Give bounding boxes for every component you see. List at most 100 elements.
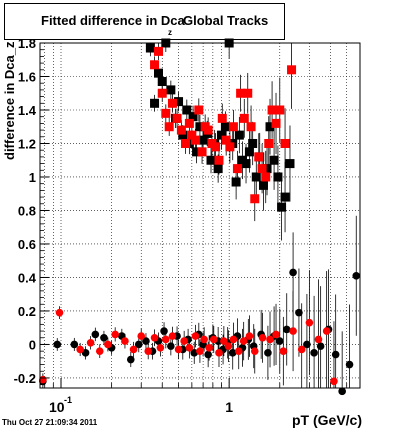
data-point-square	[206, 155, 216, 165]
y-tick-label: 1.8	[18, 36, 36, 51]
data-point-square	[214, 155, 224, 165]
data-point-square	[228, 122, 238, 132]
data-point-square	[184, 118, 194, 128]
data-point-circle	[330, 377, 338, 386]
data-point-square	[221, 135, 231, 145]
data-point-square	[267, 105, 277, 115]
data-point-circle	[220, 337, 228, 345]
y-axis-label: difference in Dca_z	[2, 41, 17, 161]
data-point-circle	[156, 344, 165, 352]
data-point-circle	[126, 355, 135, 364]
data-point-circle	[191, 332, 200, 340]
data-point-square	[161, 108, 171, 118]
data-point-circle	[239, 337, 248, 345]
data-point-square	[271, 118, 281, 128]
data-point-circle	[258, 333, 267, 342]
data-point-circle	[228, 349, 237, 357]
y-tick-label: 1	[29, 170, 36, 185]
data-point-square	[150, 98, 160, 108]
data-point-circle	[167, 342, 175, 350]
data-point-square	[174, 97, 184, 107]
data-point-circle	[205, 344, 213, 352]
data-point-circle	[150, 333, 159, 342]
data-point-square	[231, 177, 241, 187]
data-point-square	[273, 172, 283, 182]
y-tick-label: -0.2	[14, 371, 36, 386]
data-point-square	[203, 125, 213, 135]
data-point-circle	[215, 349, 223, 357]
data-point-square	[225, 142, 235, 152]
data-point-circle	[229, 335, 238, 344]
data-point-square	[280, 192, 290, 202]
data-point-circle	[316, 342, 325, 350]
data-point-circle	[104, 340, 112, 349]
data-point-square	[258, 180, 268, 190]
data-point-square	[232, 164, 242, 174]
data-point-circle	[55, 308, 64, 317]
data-point-circle	[137, 332, 146, 340]
data-point-square	[194, 105, 204, 115]
data-point-square	[248, 138, 258, 148]
y-tick-label: 0.6	[18, 237, 36, 252]
data-point-square	[269, 155, 279, 165]
chart-title-subscript: z	[168, 28, 172, 37]
data-point-square	[241, 159, 251, 169]
data-point-circle	[209, 335, 218, 344]
data-point-circle	[142, 337, 150, 345]
data-point-circle	[295, 308, 303, 317]
chart-title: Fitted difference in Dca	[41, 13, 185, 28]
data-point-circle	[204, 350, 212, 359]
data-point-square	[153, 46, 163, 56]
y-tick-label: 1.4	[18, 103, 37, 118]
data-point-circle	[53, 340, 62, 349]
data-point-square	[176, 125, 186, 135]
data-point-square	[195, 122, 205, 132]
data-point-square	[190, 135, 200, 145]
data-point-square	[157, 88, 167, 98]
timestamp: Thu Oct 27 21:09:34 2011	[2, 418, 98, 427]
data-point-circle	[200, 335, 208, 344]
data-point-square	[220, 122, 230, 132]
data-point-square	[243, 88, 253, 98]
data-point-circle	[160, 327, 168, 335]
data-point-circle	[250, 347, 259, 355]
y-tick-label: 0	[29, 337, 36, 352]
data-point-square	[198, 135, 208, 145]
data-point-square	[172, 113, 182, 123]
data-point-circle	[345, 360, 354, 369]
data-point-circle	[314, 335, 323, 344]
data-point-square	[197, 147, 207, 157]
data-point-square	[254, 152, 264, 162]
data-point-square	[239, 113, 249, 123]
data-point-square	[145, 43, 155, 53]
data-point-square	[261, 172, 271, 182]
data-points	[39, 38, 361, 396]
data-point-circle	[303, 340, 311, 349]
y-tick-label: 0.8	[18, 203, 36, 218]
data-point-circle	[310, 349, 318, 357]
data-point-circle	[168, 332, 177, 340]
data-point-square	[153, 68, 163, 78]
data-point-circle	[121, 337, 129, 345]
data-point-square	[244, 147, 254, 157]
data-point-circle	[224, 342, 233, 350]
data-point-circle	[245, 332, 254, 340]
data-point-circle	[297, 345, 306, 354]
data-point-circle	[275, 337, 284, 345]
data-point-square	[166, 85, 176, 95]
data-point-square	[213, 164, 223, 174]
data-point-square	[285, 159, 295, 169]
chart-title-box: Fitted difference in Dca z Global Tracks	[4, 3, 285, 40]
data-point-circle	[95, 347, 104, 355]
data-point-square	[264, 138, 274, 148]
data-point-square	[150, 60, 160, 70]
data-point-square	[275, 105, 285, 115]
data-point-square	[180, 138, 190, 148]
data-point-square	[287, 65, 297, 75]
data-point-circle	[144, 347, 152, 355]
y-tick-label: 1.2	[18, 136, 36, 151]
data-point-circle	[331, 350, 340, 359]
axes: -0.2 0 0.2 0.4 0.6 0.8 1 1.2 1.4 1.6 1.8 10 -1 1	[14, 36, 361, 415]
data-point-circle	[76, 345, 84, 354]
data-point-circle	[234, 347, 243, 355]
